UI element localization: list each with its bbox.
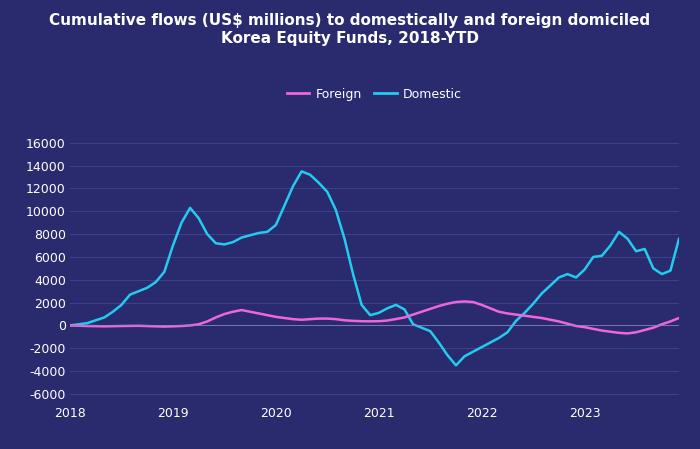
Foreign (66, 323, 74, 328)
Legend: Foreign, Domestic: Foreign, Domestic (282, 83, 467, 106)
Foreign (152, 324, 160, 329)
Text: Cumulative flows (US$ millions) to domestically and foreign domiciled
Korea Equi: Cumulative flows (US$ millions) to domes… (50, 13, 650, 46)
Domestic (340, 236, 349, 242)
Foreign (340, 317, 349, 323)
Line: Domestic: Domestic (70, 172, 679, 365)
Domestic (160, 269, 169, 274)
Foreign (366, 319, 375, 324)
Foreign (623, 331, 631, 336)
Foreign (640, 327, 649, 333)
Domestic (606, 243, 615, 248)
Domestic (263, 229, 272, 234)
Foreign (177, 323, 186, 329)
Domestic (66, 323, 74, 328)
Foreign (675, 315, 683, 321)
Domestic (220, 242, 229, 247)
Foreign (461, 299, 469, 304)
Line: Foreign: Foreign (70, 301, 679, 334)
Domestic (675, 236, 683, 242)
Domestic (452, 363, 460, 368)
Domestic (298, 169, 306, 174)
Foreign (546, 317, 554, 322)
Domestic (417, 325, 426, 330)
